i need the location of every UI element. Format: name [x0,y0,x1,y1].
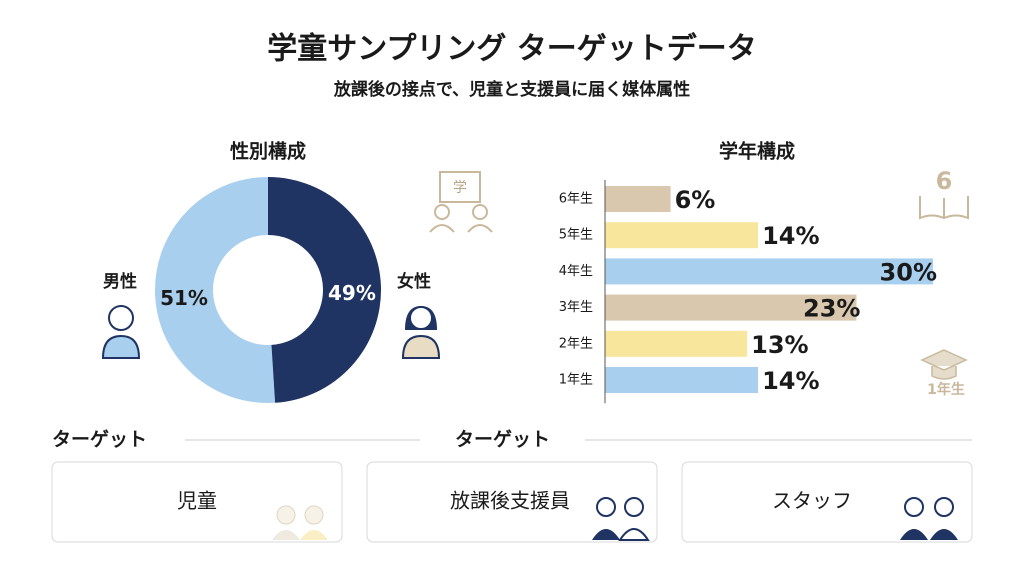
value-label: 51% [160,286,208,310]
value-label: 6% [675,186,716,214]
category-label: 女性 [397,271,431,292]
value-label: 14% [762,367,819,395]
card [681,461,973,543]
bar [605,330,748,357]
teacher-icon [429,171,493,233]
category-label: 1年生 [559,373,593,388]
target-heading: ターゲット [52,429,147,451]
category-label: 6年生 [559,192,593,207]
card-label: 放課後支援員 [450,489,570,513]
slice [154,177,276,403]
target-heading: ターゲット [455,429,550,451]
slice [268,177,381,403]
card-label: 児童 [177,489,217,513]
category-label: 5年生 [559,228,593,243]
icon-label: 6 [936,167,953,195]
category-label: 3年生 [559,300,593,315]
boy-icon [101,305,141,359]
category-label: 2年生 [559,336,593,351]
chart-title: 性別構成 [230,140,306,163]
value-label: 13% [751,331,808,359]
bar [605,222,759,249]
subtitle: 放課後の接点で、児童と支援員に届く媒体属性 [333,79,690,100]
category-label: 4年生 [559,264,593,279]
girl-icon [401,306,441,359]
value-label: 30% [880,258,937,286]
icon-label: 1年生 [927,381,965,398]
bar [605,186,671,212]
value-label: 14% [762,222,819,250]
value-label: 49% [328,281,376,305]
chart-title: 学年構成 [719,140,795,163]
value-label: 23% [803,295,860,323]
title: 学童サンプリング ターゲットデータ [267,32,757,67]
cap-icon [920,349,968,380]
category-label: 男性 [103,271,137,292]
card-label: スタッフ [772,489,852,513]
card [51,461,343,543]
icon-label: 学 [453,180,467,196]
bar [605,258,933,285]
book-icon [919,196,969,220]
staff-icon [592,497,958,541]
kids-icon [272,505,328,540]
bar [605,367,759,393]
bar [605,294,857,321]
card [366,461,658,543]
